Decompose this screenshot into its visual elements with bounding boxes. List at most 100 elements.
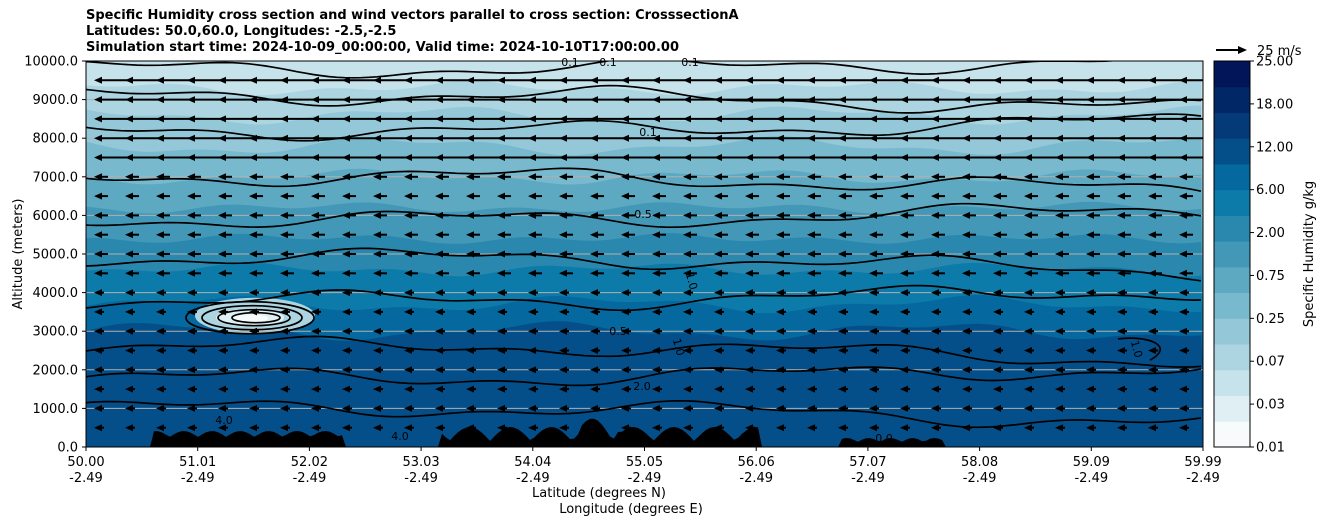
wind-vector <box>94 385 104 393</box>
wind-vector-head <box>993 424 1001 432</box>
wind-vector <box>404 115 438 123</box>
wind-vector-head <box>187 250 195 258</box>
wind-vector <box>714 289 724 297</box>
wind-vector <box>683 115 717 123</box>
wind-vector <box>931 231 945 239</box>
wind-vector-head <box>528 385 536 393</box>
wind-vector <box>1055 347 1065 354</box>
wind-vector <box>311 289 321 297</box>
wind-vector <box>745 192 759 200</box>
wind-vector-head <box>528 115 536 123</box>
wind-vector <box>528 269 542 277</box>
y-tick-label: 0.0 <box>57 441 78 456</box>
wind-vector <box>838 96 872 104</box>
wind-vector <box>776 76 810 84</box>
wind-vector <box>125 289 135 297</box>
wind-vector-head <box>1024 231 1032 239</box>
wind-vector-head <box>125 424 133 432</box>
wind-vector-head <box>1117 308 1125 316</box>
wind-vector-head <box>714 347 722 354</box>
wind-vector <box>962 366 972 374</box>
wind-vector <box>466 347 476 354</box>
wind-vector-head <box>931 269 939 277</box>
wind-vector <box>807 154 841 161</box>
wind-vector <box>1086 327 1096 335</box>
wind-vector <box>683 404 693 412</box>
colorbar-tick-label: 18.00 <box>1256 97 1293 112</box>
wind-vector-head <box>1024 192 1032 200</box>
wind-vector <box>125 154 159 161</box>
wind-vector <box>125 211 139 219</box>
wind-vector-head <box>311 173 319 181</box>
wind-vector <box>590 404 600 412</box>
wind-vector <box>590 211 604 219</box>
wind-vector-head <box>1055 366 1063 374</box>
wind-vector-head <box>838 289 846 297</box>
wind-vector-head <box>1148 173 1156 181</box>
wind-vector <box>156 231 170 239</box>
wind-vector <box>807 231 821 239</box>
wind-vector-head <box>1148 424 1156 432</box>
wind-vector-head <box>993 347 1001 354</box>
wind-vector <box>838 192 852 200</box>
wind-vector-head <box>280 347 288 354</box>
wind-vector-head <box>900 134 908 142</box>
wind-vector <box>466 96 500 104</box>
wind-vector-head <box>807 115 815 123</box>
wind-vector-head <box>1024 404 1032 412</box>
wind-vector <box>745 347 755 354</box>
wind-vector <box>1055 289 1065 297</box>
wind-vector-head <box>218 404 226 412</box>
wind-vector-head <box>497 385 505 393</box>
wind-vector <box>683 289 693 297</box>
wind-vector <box>1179 269 1193 277</box>
wind-vector <box>342 385 352 393</box>
wind-vector-head <box>156 269 164 277</box>
wind-vector-head <box>962 96 970 104</box>
wind-vector <box>187 154 221 161</box>
wind-vector <box>1055 96 1089 104</box>
wind-vector <box>373 347 383 354</box>
wind-vector <box>683 269 697 277</box>
wind-vector-head <box>342 269 350 277</box>
wind-vector <box>869 192 883 200</box>
wind-vector <box>993 231 1007 239</box>
wind-vector <box>714 211 728 219</box>
wind-vector <box>218 192 232 200</box>
wind-vector-head <box>342 385 350 393</box>
wind-vector <box>714 404 724 412</box>
wind-vector <box>1179 173 1193 181</box>
wind-vector <box>807 327 817 335</box>
wind-vector <box>714 231 728 239</box>
wind-vector <box>528 366 538 374</box>
wind-vector-head <box>125 96 133 104</box>
wind-vector-head <box>621 231 629 239</box>
wind-vector <box>1055 211 1069 219</box>
wind-vector-head <box>249 134 257 142</box>
wind-vector-head <box>187 308 195 316</box>
wind-vector <box>1148 96 1182 104</box>
wind-vector <box>497 250 511 258</box>
wind-vector-head <box>1055 134 1063 142</box>
wind-vector-head <box>435 366 443 374</box>
wind-vector-head <box>497 327 505 335</box>
wind-vector <box>373 211 387 219</box>
wind-vector-head <box>931 289 939 297</box>
wind-vector <box>745 289 755 297</box>
wind-vector <box>187 289 197 297</box>
wind-vector-head <box>931 192 939 200</box>
wind-vector-head <box>125 192 133 200</box>
wind-vector <box>745 404 755 412</box>
wind-vector <box>187 211 201 219</box>
wind-vector-head <box>962 269 970 277</box>
wind-vector <box>497 385 507 393</box>
wind-vector-head <box>373 76 381 84</box>
wind-vector <box>218 424 228 432</box>
wind-vector <box>931 366 941 374</box>
wind-vector <box>962 154 996 161</box>
wind-vector-head <box>776 96 784 104</box>
wind-vector <box>125 308 135 316</box>
wind-vector-head <box>1024 173 1032 181</box>
wind-vector-head <box>745 289 753 297</box>
wind-vector-head <box>218 76 226 84</box>
